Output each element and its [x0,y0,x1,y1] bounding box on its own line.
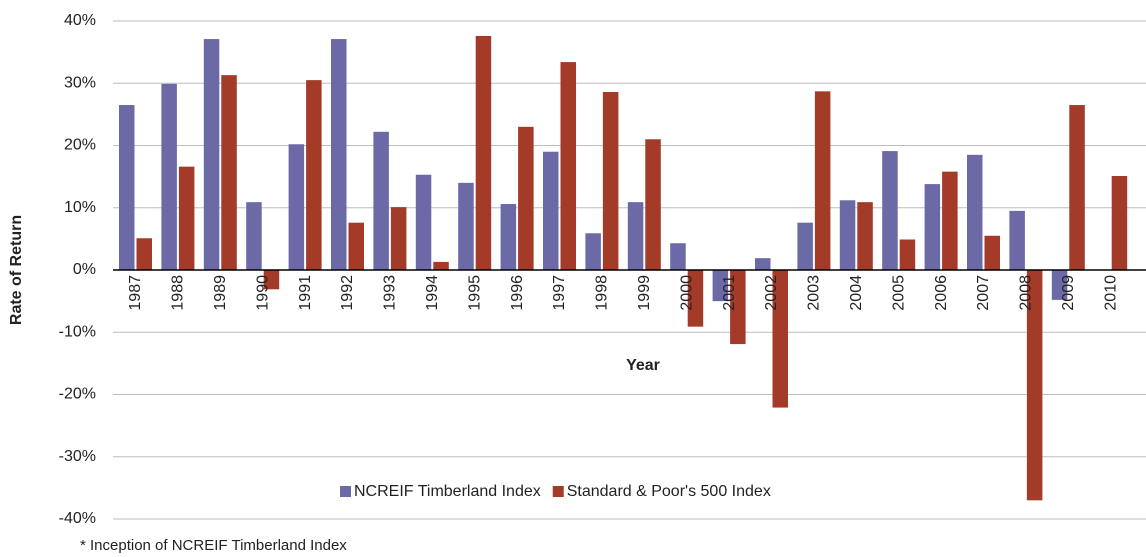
y-tick-label: -30% [59,448,96,465]
bar [1111,176,1128,270]
y-tick-label: -20% [59,386,96,403]
bar [1009,210,1025,270]
bar [882,151,898,270]
bar [331,39,347,270]
x-tick-label: 2002 [763,275,780,311]
x-tick-label: 2005 [890,275,907,311]
x-tick-label: 2008 [1018,275,1035,311]
bar [390,207,407,270]
y-tick-label: -40% [59,510,96,527]
bar [585,233,601,270]
x-tick-label: 1997 [551,275,568,311]
bar [136,238,152,270]
x-tick-label: 2000 [678,275,695,311]
bar [373,131,389,270]
bar [1026,270,1043,501]
y-tick-label: 10% [64,199,96,216]
legend-swatch [552,486,564,497]
bar [899,239,916,270]
bar [670,243,686,270]
bar [221,75,237,270]
bar [755,258,771,270]
x-tick-label: 2007 [975,275,992,311]
x-tick-label: 1992 [339,275,356,311]
y-tick-label: 20% [64,137,96,154]
bar [839,200,856,270]
bar [1051,270,1068,300]
x-tick-label: 1991 [297,275,314,311]
bar [246,202,262,270]
bar [560,62,576,271]
y-tick-label: 30% [64,74,96,91]
bar [518,126,534,270]
bar [797,222,813,270]
bar [967,154,983,270]
bar [924,184,941,270]
x-tick-label: 1996 [509,275,526,311]
x-tick-label: 1988 [170,275,187,311]
y-tick-label: -10% [59,323,96,340]
bar [814,91,831,270]
x-tick-label: 1995 [466,275,483,311]
bar [602,91,619,270]
x-tick-label: 2004 [848,275,865,311]
legend-label: Standard & Poor's 500 Index [567,483,771,500]
x-tick-label: 1989 [212,275,229,311]
bar [458,182,474,270]
bar [645,139,661,270]
bar [288,144,305,270]
bar [348,222,364,270]
x-axis-label: Year [626,357,660,374]
bar [772,270,788,408]
bar [433,261,449,270]
bar [263,270,280,290]
bar [730,270,746,345]
bar [1069,105,1085,270]
footnote: * Inception of NCREIF Timberland Index [80,537,347,554]
x-tick-label: 1993 [382,275,399,311]
x-tick-label: 1990 [254,275,271,311]
bar [161,83,177,270]
bar [475,35,492,270]
bar [712,270,729,302]
x-tick-label: 1998 [594,275,611,311]
bar [203,39,220,270]
bar [687,270,704,327]
y-tick-label: 40% [64,12,96,29]
x-tick-label: 2006 [933,275,950,311]
y-axis-label: Rate of Return [8,215,25,325]
bar [857,202,873,270]
legend-swatch [340,486,351,497]
bar [543,151,559,270]
x-tick-label: 1994 [424,275,441,311]
x-tick-label: 2009 [1060,275,1077,311]
bar [306,80,322,270]
bar [415,174,432,270]
x-tick-label: 1999 [636,275,653,311]
bar [119,105,135,270]
y-tick-label: 0% [73,261,96,278]
x-tick-label: 2001 [721,275,738,311]
x-tick-label: 2010 [1102,275,1119,311]
bar [500,204,517,270]
x-tick-label: 1987 [127,275,144,311]
bar [942,171,958,270]
bar [178,166,195,270]
bar [627,202,644,270]
legend-label: NCREIF Timberland Index [354,483,541,500]
x-tick-label: 2003 [806,275,823,311]
bar [984,235,1000,270]
